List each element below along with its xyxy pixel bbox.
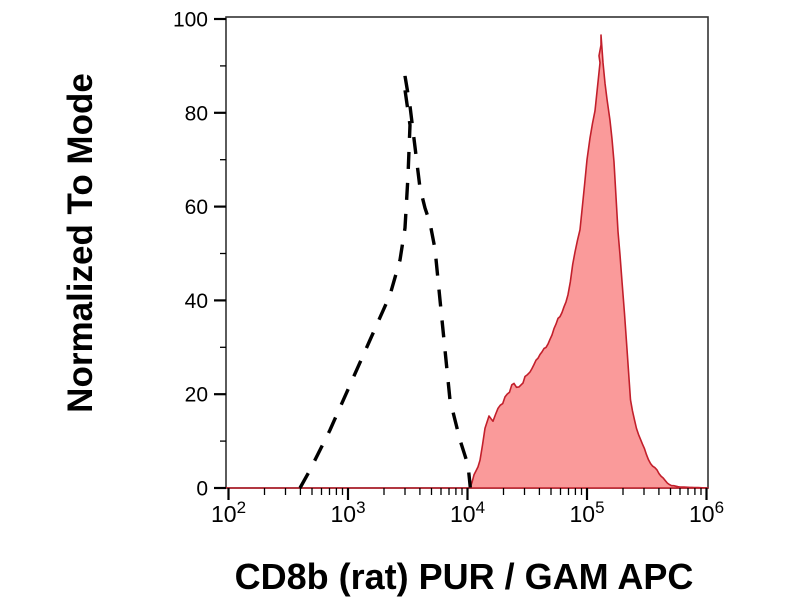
svg-text:0: 0	[196, 478, 208, 501]
svg-text:102: 102	[211, 498, 246, 527]
svg-text:CD8b (rat) PUR / GAM APC: CD8b (rat) PUR / GAM APC	[235, 556, 694, 597]
svg-text:80: 80	[185, 102, 208, 125]
svg-text:Normalized To Mode: Normalized To Mode	[61, 73, 100, 413]
svg-text:103: 103	[330, 498, 365, 527]
svg-text:20: 20	[185, 384, 208, 407]
svg-text:106: 106	[689, 498, 724, 527]
svg-text:104: 104	[450, 498, 485, 527]
svg-text:100: 100	[173, 9, 208, 32]
svg-text:40: 40	[185, 290, 208, 313]
svg-text:60: 60	[185, 196, 208, 219]
svg-text:105: 105	[569, 498, 604, 527]
